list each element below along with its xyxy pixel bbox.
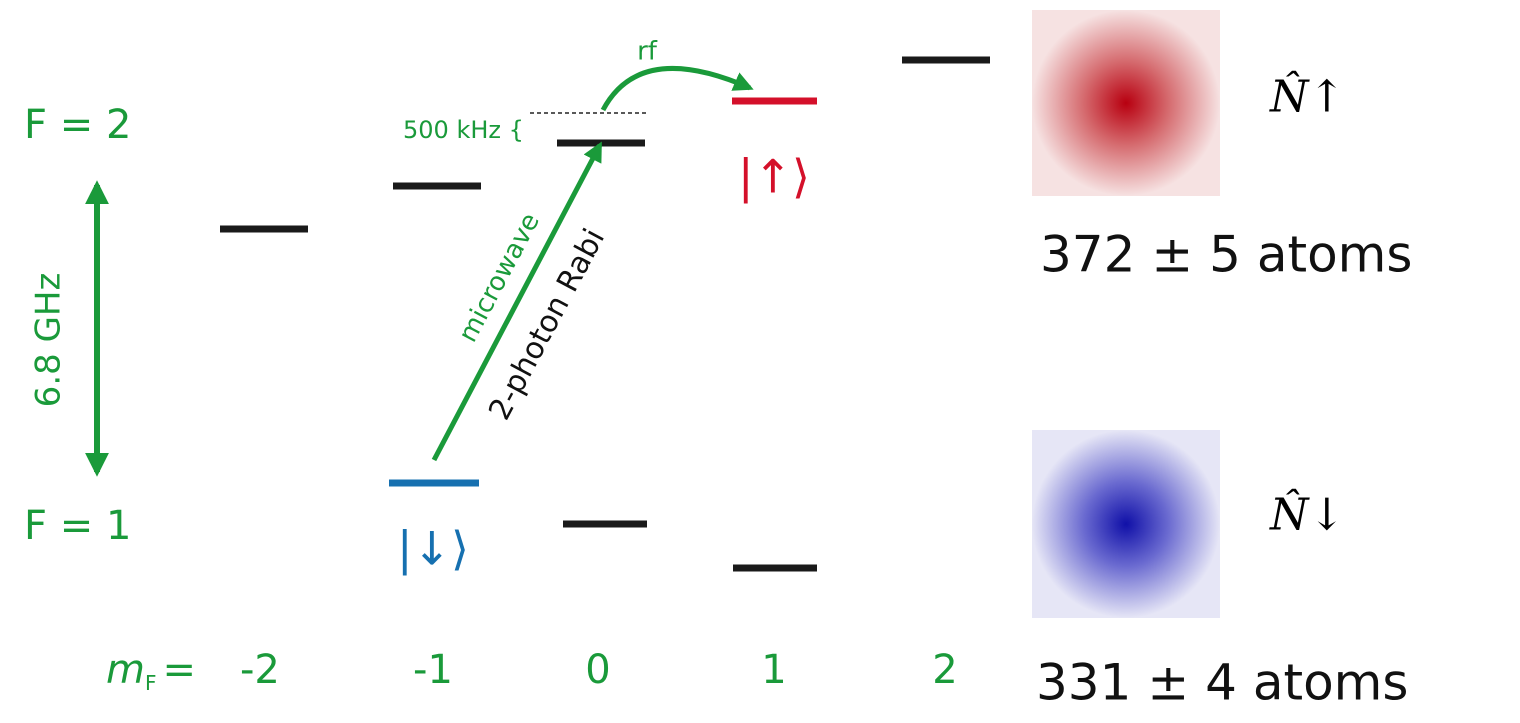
axis-tick-label: 0 xyxy=(585,647,610,693)
diagram: F = 2 F = 1 6.8 GHz 500 kHz { rf microwa… xyxy=(0,0,1520,723)
level-label: F = 2 xyxy=(24,102,131,148)
count-down: 331 ± 4 atoms xyxy=(1036,654,1408,712)
axis-tick-label: 1 xyxy=(761,647,786,693)
observable-down: N̂↓ xyxy=(1269,488,1345,541)
axis-relation: = xyxy=(162,647,196,693)
axis-tick-label: -2 xyxy=(240,647,280,693)
detuning-label: 500 kHz { xyxy=(403,116,524,144)
observable-up: N̂↑ xyxy=(1269,70,1345,123)
axis-symbol: m xyxy=(106,647,145,693)
axis-labels: -2 -1 0 1 2 xyxy=(240,647,958,693)
axis-subscript: F xyxy=(145,671,157,695)
level-label: F = 1 xyxy=(24,503,131,549)
count-up: 372 ± 5 atoms xyxy=(1040,226,1412,284)
levels xyxy=(220,60,990,568)
image-up xyxy=(1032,10,1220,196)
state-up: |↑⟩ xyxy=(738,150,810,205)
image-down xyxy=(1032,430,1220,618)
rf-arrow xyxy=(603,68,750,110)
axis-tick-label: 2 xyxy=(932,647,957,693)
splitting-label: 6.8 GHz xyxy=(29,273,69,408)
axis-tick-label: -1 xyxy=(413,647,453,693)
rf-label: rf xyxy=(637,37,658,67)
state-down: |↓⟩ xyxy=(397,522,469,577)
axis-label: mF= xyxy=(106,647,196,695)
